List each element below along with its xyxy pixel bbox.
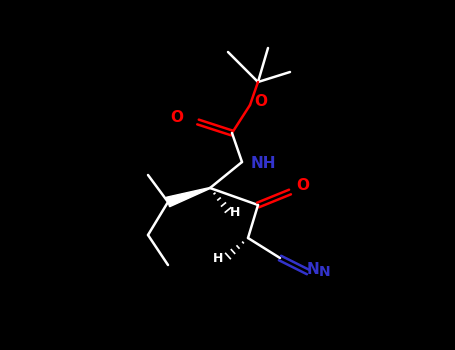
Polygon shape (167, 188, 210, 207)
Text: H: H (230, 205, 240, 218)
Text: O: O (296, 178, 309, 194)
Text: O: O (170, 111, 183, 126)
Text: NH: NH (251, 156, 277, 172)
Text: N: N (319, 265, 331, 279)
Text: H: H (213, 252, 223, 265)
Text: N: N (307, 262, 320, 278)
Text: O: O (254, 93, 267, 108)
